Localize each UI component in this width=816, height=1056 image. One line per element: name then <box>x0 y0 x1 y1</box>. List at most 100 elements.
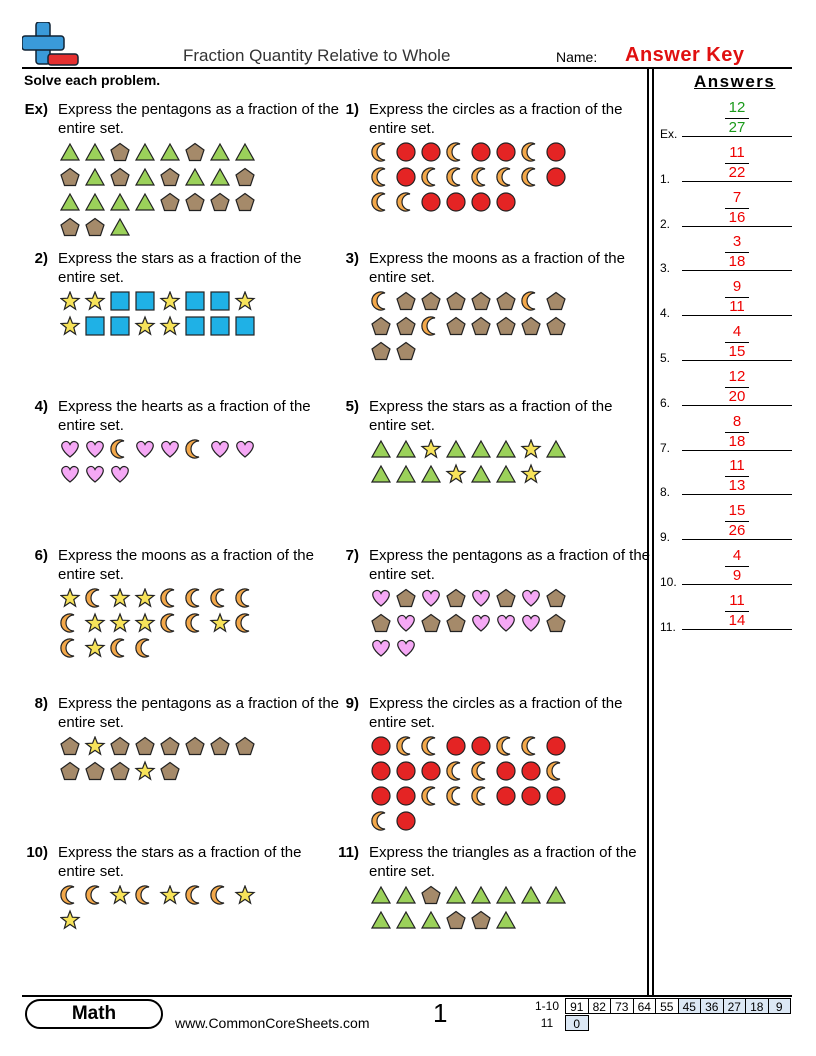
moon <box>471 786 486 806</box>
circle <box>396 786 416 806</box>
pentagon <box>471 291 491 310</box>
score-cell: 0 <box>565 1015 589 1031</box>
score-cell: 36 <box>700 998 724 1014</box>
page-number: 1 <box>433 998 448 1028</box>
circle <box>496 761 516 781</box>
answer-label: Ex. <box>660 127 678 141</box>
answer: 4. 9 11 <box>655 278 792 323</box>
heart <box>422 589 440 607</box>
moon <box>110 637 125 658</box>
triangle <box>495 910 517 929</box>
heart <box>86 465 104 483</box>
problem-number: 7) <box>345 546 359 564</box>
problem: 4) Express the hearts as a fraction of th… <box>22 397 332 537</box>
shape-set <box>60 736 255 781</box>
moon <box>185 587 200 608</box>
numerator: 4 <box>732 323 742 340</box>
moon <box>185 884 200 905</box>
shape-set <box>60 587 250 658</box>
shape-set <box>60 884 256 930</box>
pentagon <box>496 588 516 607</box>
fraction-bar <box>725 118 749 119</box>
problem: 7) Express the pentagons as a fraction of… <box>333 546 650 686</box>
moon <box>446 786 461 806</box>
circle <box>421 192 441 212</box>
pentagon <box>471 910 491 929</box>
numerator: 15 <box>728 502 746 520</box>
moon <box>471 761 486 781</box>
pentagon <box>160 761 180 781</box>
answer-label: 10. <box>660 575 677 589</box>
problem-number: 8) <box>34 695 48 712</box>
answer-line <box>682 315 792 317</box>
denominator: 18 <box>728 432 746 450</box>
fraction-bar <box>725 610 749 612</box>
triangle <box>60 192 81 211</box>
star <box>159 884 181 905</box>
star <box>209 611 231 633</box>
circle <box>421 142 441 162</box>
numerator: 12 <box>728 99 746 116</box>
pentagon <box>446 588 466 607</box>
denominator: 15 <box>728 343 746 360</box>
pentagon <box>371 341 391 360</box>
triangle <box>395 439 417 458</box>
triangle <box>420 464 442 483</box>
star <box>159 314 181 336</box>
triangle <box>545 439 567 458</box>
circle <box>521 761 541 781</box>
pentagon <box>110 142 130 162</box>
pentagon <box>185 142 205 162</box>
pentagon <box>521 316 541 335</box>
heart <box>236 440 254 458</box>
triangle <box>395 910 417 929</box>
pentagon <box>60 217 80 237</box>
answer-label: 4. <box>660 306 671 321</box>
shape-set <box>371 736 566 831</box>
star <box>134 760 156 781</box>
square <box>110 290 130 311</box>
star <box>520 463 542 484</box>
problem-number: 4) <box>34 398 48 415</box>
triangle <box>470 439 492 458</box>
score-cell: 9 <box>767 998 791 1014</box>
moon <box>546 761 561 781</box>
problem-text: Express the stars as a fraction of the e… <box>58 843 302 880</box>
shape-set <box>60 142 256 237</box>
circle <box>546 736 566 756</box>
score-cell: 18 <box>745 998 769 1014</box>
problem-text: Express the circles as a fraction of the… <box>369 101 623 137</box>
star <box>84 290 106 311</box>
answer: 5. 4 15 <box>655 323 792 368</box>
triangle <box>134 192 156 211</box>
star <box>520 439 542 459</box>
circle <box>446 736 466 756</box>
heart <box>136 440 154 458</box>
moon <box>521 167 536 187</box>
circle <box>471 736 491 756</box>
circle <box>396 811 416 831</box>
triangle <box>371 439 392 458</box>
problem: 11) Express the triangles as a fraction o… <box>333 843 643 983</box>
pentagon <box>371 316 391 335</box>
star <box>234 884 256 905</box>
pentagon <box>396 291 416 310</box>
problem-number: 9) <box>345 695 359 712</box>
denominator: 27 <box>728 119 746 136</box>
circle <box>371 761 391 781</box>
moon <box>235 587 250 608</box>
numerator: 11 <box>729 591 745 609</box>
moon <box>421 315 436 336</box>
fraction-bar <box>725 476 749 478</box>
moon <box>185 439 200 459</box>
moon <box>396 736 411 756</box>
pentagon <box>185 192 205 212</box>
title: Fraction Quantity Relative to Whole <box>183 46 451 65</box>
star <box>109 884 131 905</box>
star <box>420 439 442 459</box>
moon <box>521 736 536 756</box>
pentagon <box>85 761 105 781</box>
pentagon <box>546 613 566 632</box>
heart <box>211 440 229 458</box>
pentagon <box>396 316 416 335</box>
